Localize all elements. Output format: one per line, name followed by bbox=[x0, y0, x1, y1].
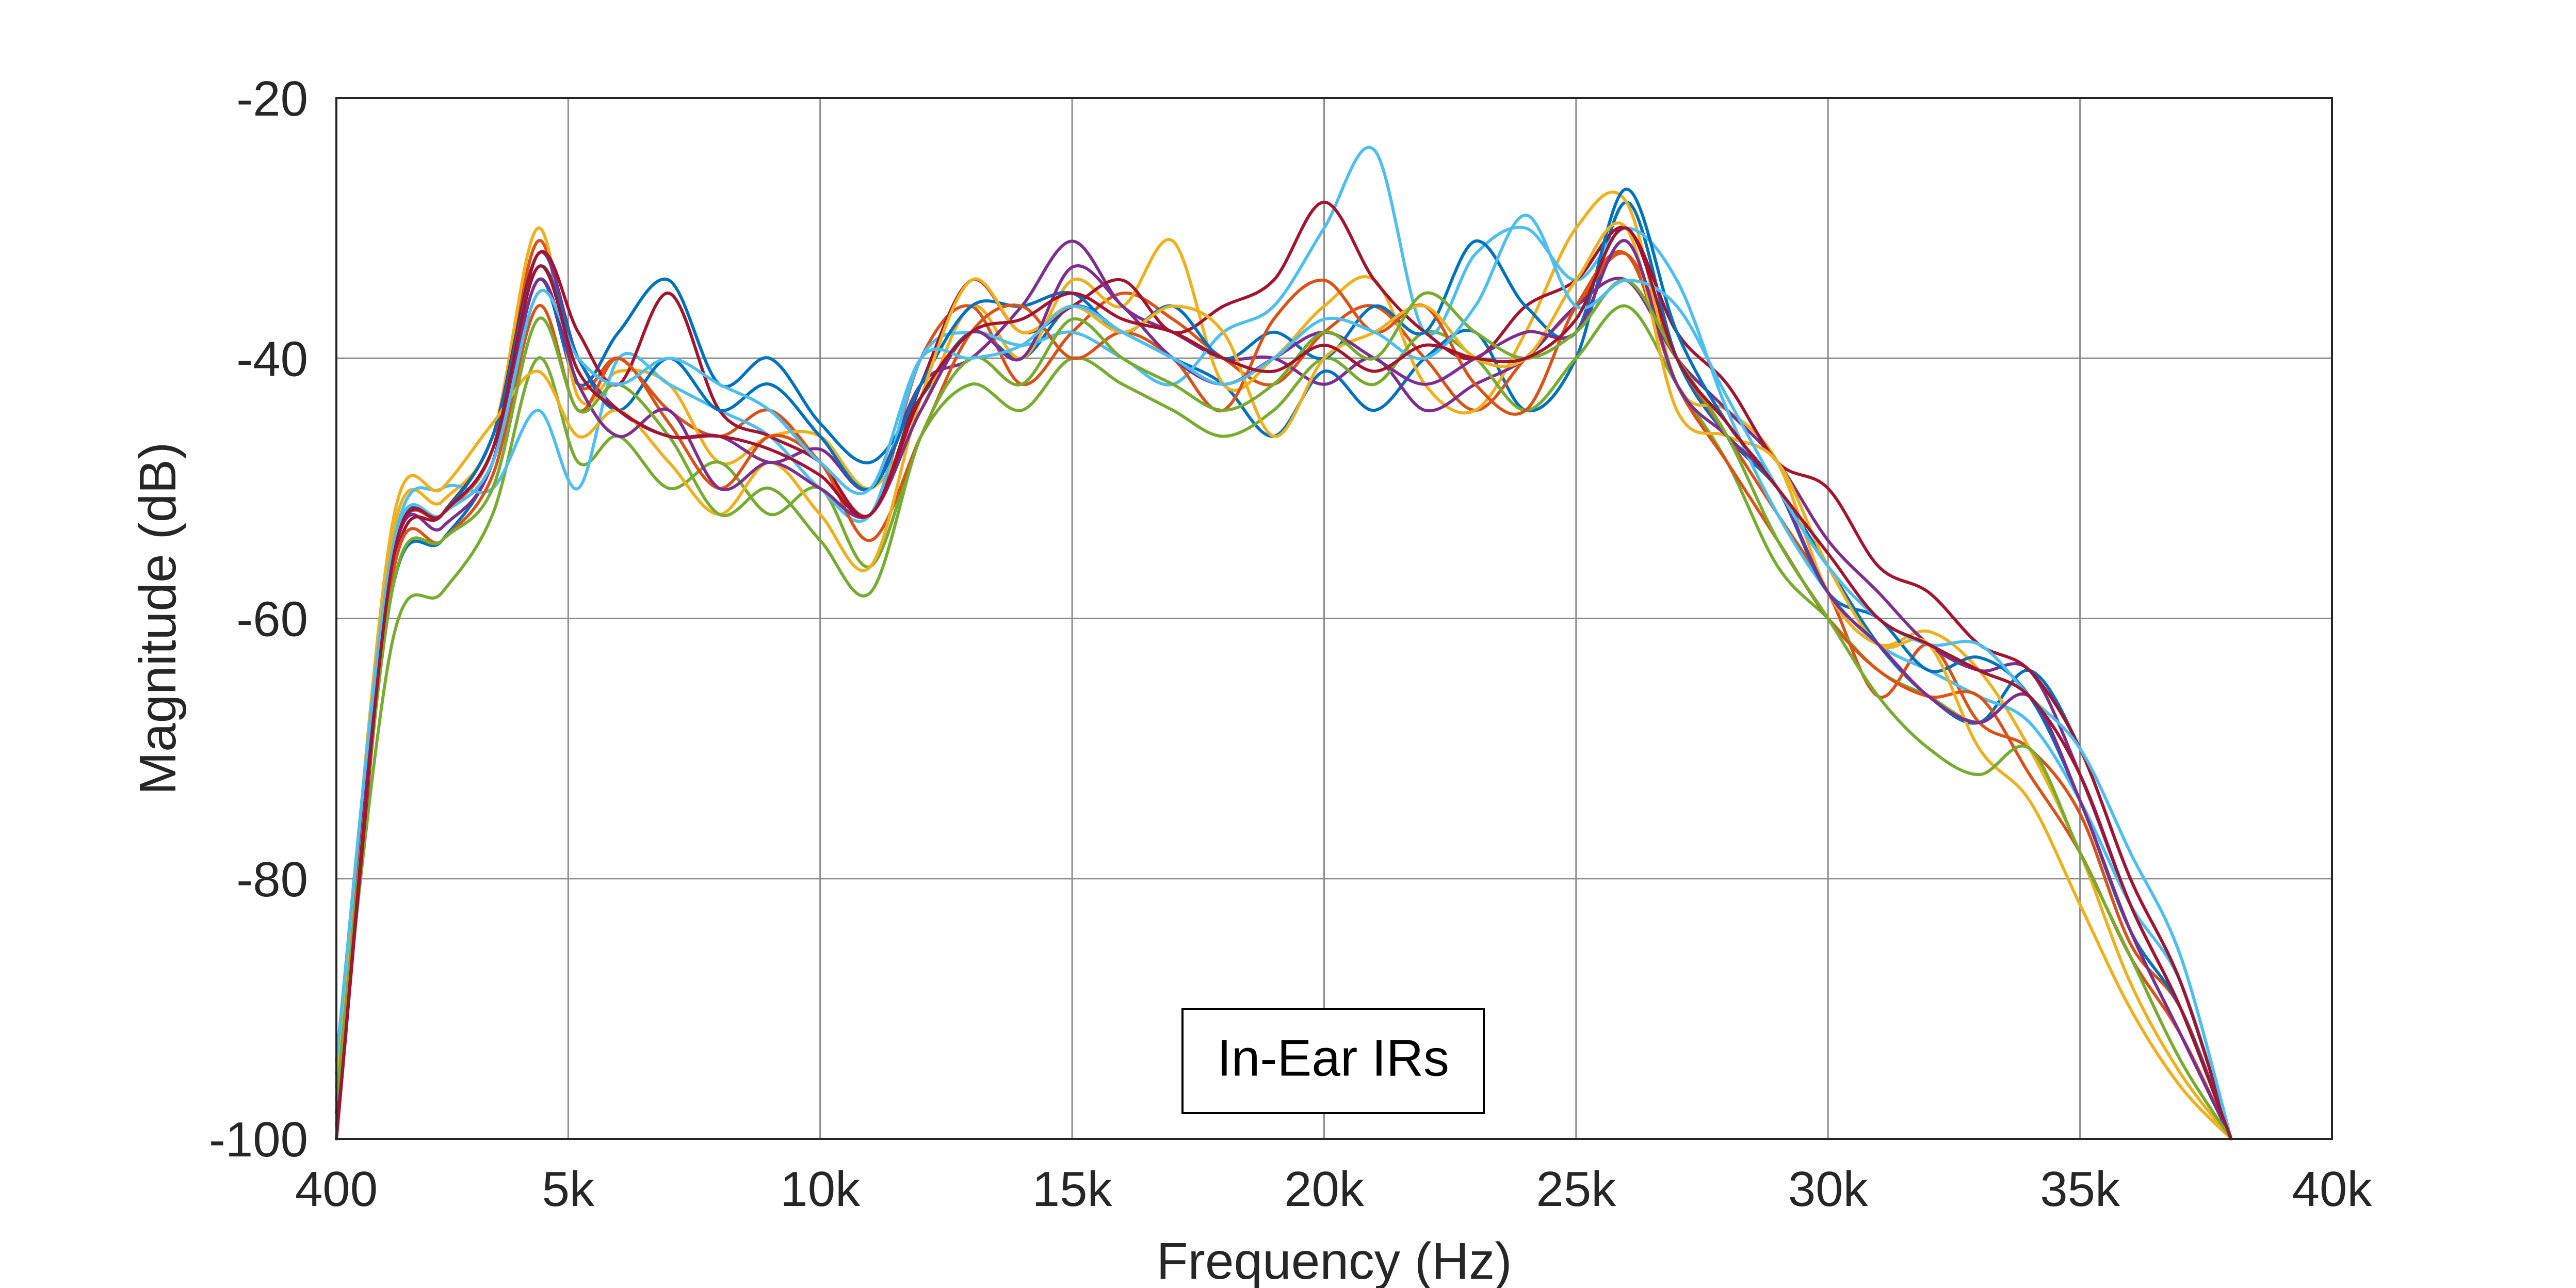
x-tick-label: 40k bbox=[2292, 1162, 2373, 1217]
series-line-8 bbox=[335, 187, 2233, 1140]
x-tick-label: 25k bbox=[1536, 1162, 1616, 1217]
y-tick-label: -100 bbox=[209, 1112, 308, 1167]
x-tick-label: 10k bbox=[780, 1162, 861, 1217]
plot-frame bbox=[335, 97, 2333, 1140]
x-tick-label: 20k bbox=[1284, 1162, 1365, 1217]
series-line-7 bbox=[335, 200, 2233, 1140]
x-tick-label: 30k bbox=[1788, 1162, 1869, 1217]
series-lines bbox=[335, 146, 2233, 1140]
y-tick-label: -40 bbox=[236, 331, 308, 387]
y-tick-labels: -20 -40 -60 -80 -100 bbox=[209, 71, 308, 1167]
legend-text: In-Ear IRs bbox=[1217, 1029, 1449, 1087]
x-tick-labels: 400 5k 10k 15k 20k 25k 30k 35k 40k bbox=[295, 1162, 2372, 1217]
y-tick-label: -80 bbox=[236, 852, 308, 907]
y-axis-label: Magnitude (dB) bbox=[129, 442, 187, 795]
series-line-14 bbox=[335, 226, 2233, 1140]
y-tick-label: -60 bbox=[236, 592, 308, 647]
y-tick-label: -20 bbox=[236, 71, 308, 126]
x-tick-label: 35k bbox=[2040, 1162, 2120, 1217]
series-line-12 bbox=[335, 278, 2233, 1140]
series-line-6 bbox=[335, 146, 2233, 1140]
x-tick-label: 400 bbox=[295, 1162, 378, 1217]
legend-box bbox=[1181, 1008, 1485, 1114]
x-tick-label: 5k bbox=[542, 1162, 595, 1217]
x-tick-label: 15k bbox=[1032, 1162, 1113, 1217]
legend: In-Ear IRs bbox=[1181, 1008, 1485, 1114]
x-axis-label: Frequency (Hz) bbox=[1156, 1232, 1512, 1288]
